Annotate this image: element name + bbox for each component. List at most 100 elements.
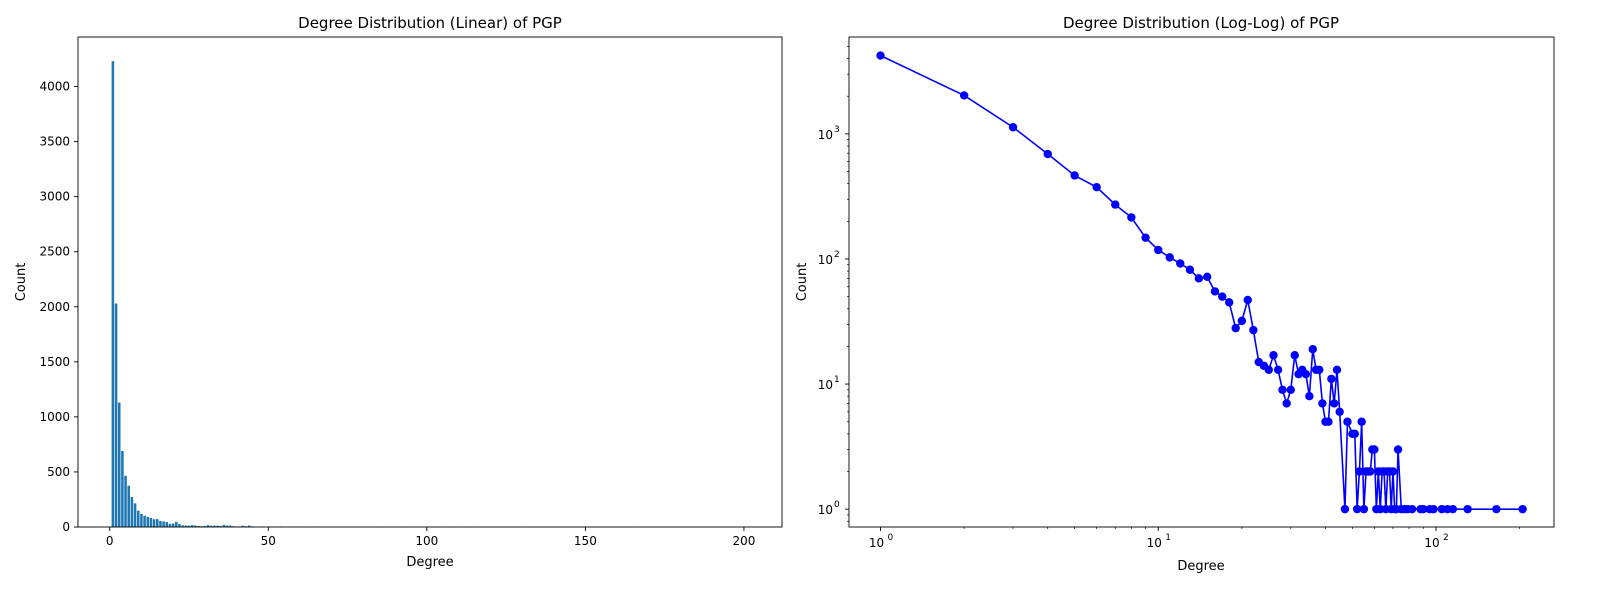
data-point	[1127, 213, 1136, 222]
bar	[171, 523, 175, 527]
y-tick-label: 2500	[39, 245, 70, 259]
data-point	[1463, 504, 1472, 514]
data-point	[1429, 504, 1438, 514]
data-point	[1290, 351, 1299, 360]
bar	[162, 521, 165, 527]
loglog-degree-chart: Degree Distribution (Log-Log) of PGP 10 0…	[795, 14, 1555, 574]
bar	[178, 524, 181, 527]
data-point	[1301, 369, 1311, 379]
data-point	[1419, 504, 1428, 514]
bar	[159, 520, 162, 527]
y-tick-label: 3500	[39, 135, 70, 149]
data-point	[1335, 407, 1344, 417]
bar	[241, 525, 245, 527]
y-tick-label: 10	[818, 128, 833, 142]
data-point	[1154, 245, 1163, 255]
data-point	[1492, 504, 1501, 514]
bar	[111, 61, 115, 527]
y-tick-label: 10	[818, 253, 833, 267]
bar	[146, 516, 150, 527]
bar	[187, 525, 191, 527]
y-tick-label: 3000	[39, 190, 70, 204]
data-point	[1286, 385, 1295, 394]
bar	[127, 485, 131, 527]
data-point	[1176, 259, 1185, 268]
x-tick-label: 50	[261, 534, 276, 548]
chart-title: Degree Distribution (Linear) of PGP	[298, 14, 562, 32]
bar	[168, 523, 172, 527]
data-point	[1332, 365, 1342, 375]
bar	[133, 503, 137, 527]
bar	[165, 522, 169, 527]
bar	[203, 526, 207, 527]
x-axis-ticks: 0 50 100 150 200	[106, 527, 755, 548]
data-point	[1407, 504, 1417, 514]
y-tick-exponent: 1	[834, 375, 840, 385]
data-point	[1393, 445, 1403, 454]
bar	[143, 515, 146, 527]
data-point	[1355, 467, 1364, 476]
y-tick-label: 2000	[39, 300, 70, 314]
data-point	[876, 51, 885, 60]
y-tick-exponent: 3	[834, 125, 840, 135]
data-point	[1249, 325, 1258, 335]
data-point	[1518, 504, 1527, 514]
bar	[117, 402, 121, 527]
data-point	[1366, 467, 1375, 476]
data-point	[1357, 417, 1366, 426]
data-point	[1282, 399, 1291, 408]
x-axis-label: Degree	[406, 555, 453, 570]
bar	[213, 525, 216, 527]
x-tick-exponent: 0	[888, 533, 894, 543]
linear-degree-chart: Degree Distribution (Linear) of PGP 0 50 1…	[14, 14, 783, 570]
data-point	[1388, 467, 1398, 476]
data-point	[1269, 351, 1278, 360]
bar	[247, 525, 251, 527]
y-tick-label: 1000	[39, 410, 70, 424]
y-tick-label: 10	[818, 503, 833, 517]
data-point	[1278, 385, 1287, 394]
bar	[181, 525, 184, 527]
data-point	[1359, 504, 1369, 514]
data-point	[1202, 272, 1212, 282]
data-point	[1350, 429, 1359, 439]
bar	[184, 525, 188, 527]
data-point	[1224, 298, 1234, 307]
bar	[225, 525, 229, 527]
data-point	[1318, 399, 1327, 408]
bar	[216, 525, 219, 527]
data-point	[1324, 417, 1333, 426]
data-point	[1264, 365, 1273, 375]
bar	[124, 475, 127, 527]
bar	[194, 525, 197, 527]
data-point	[1352, 504, 1362, 514]
bar	[136, 510, 140, 527]
chart-title: Degree Distribution (Log-Log) of PGP	[1063, 14, 1339, 32]
bar	[190, 525, 194, 527]
y-axis-ticks: 0 500 1000 1500 2000 2500 3000 3500 4000	[39, 80, 78, 534]
y-tick-label: 4000	[39, 80, 70, 94]
bar	[140, 514, 143, 527]
x-tick-exponent: 1	[1165, 533, 1171, 543]
y-tick-label: 0	[62, 520, 70, 534]
data-point	[1305, 391, 1314, 401]
bar	[175, 521, 178, 527]
data-point	[1448, 504, 1458, 514]
x-axis-ticks: 10 0 10 1 10 2	[869, 527, 1520, 550]
series-markers	[876, 51, 1527, 514]
data-point	[1218, 292, 1227, 301]
data-point	[1330, 399, 1339, 408]
plot-frame	[77, 36, 783, 528]
data-point	[1273, 365, 1283, 375]
data-point	[1210, 287, 1220, 296]
bar	[209, 525, 213, 527]
y-axis-label: Count	[795, 263, 810, 302]
data-point	[1141, 233, 1150, 242]
x-tick-exponent: 2	[1443, 533, 1449, 543]
data-point	[1370, 445, 1379, 454]
data-point	[1243, 295, 1252, 305]
bar	[197, 526, 200, 527]
data-point	[1043, 149, 1052, 159]
data-point	[1092, 182, 1101, 192]
data-point	[1237, 316, 1247, 326]
